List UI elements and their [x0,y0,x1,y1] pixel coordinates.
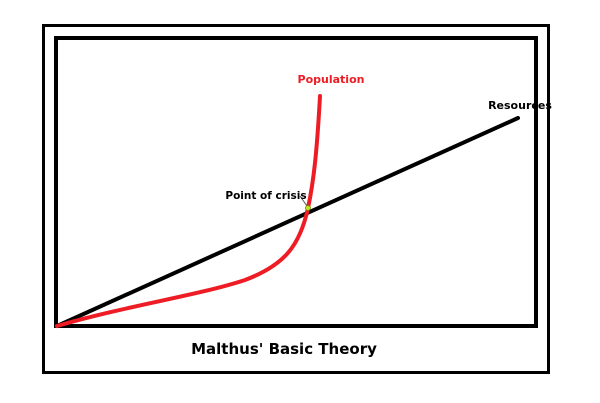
diagram-title: Malthus' Basic Theory [191,340,377,358]
resources-label: Resources [488,99,552,112]
population-curve [55,94,322,328]
outer-frame [42,24,550,374]
population-label: Population [298,73,365,86]
crisis-point-marker [305,205,311,211]
plot-frame [54,36,538,328]
crisis-leader-line [299,195,308,207]
resources-line [55,116,520,328]
crisis-label: Point of crisis [225,190,306,202]
